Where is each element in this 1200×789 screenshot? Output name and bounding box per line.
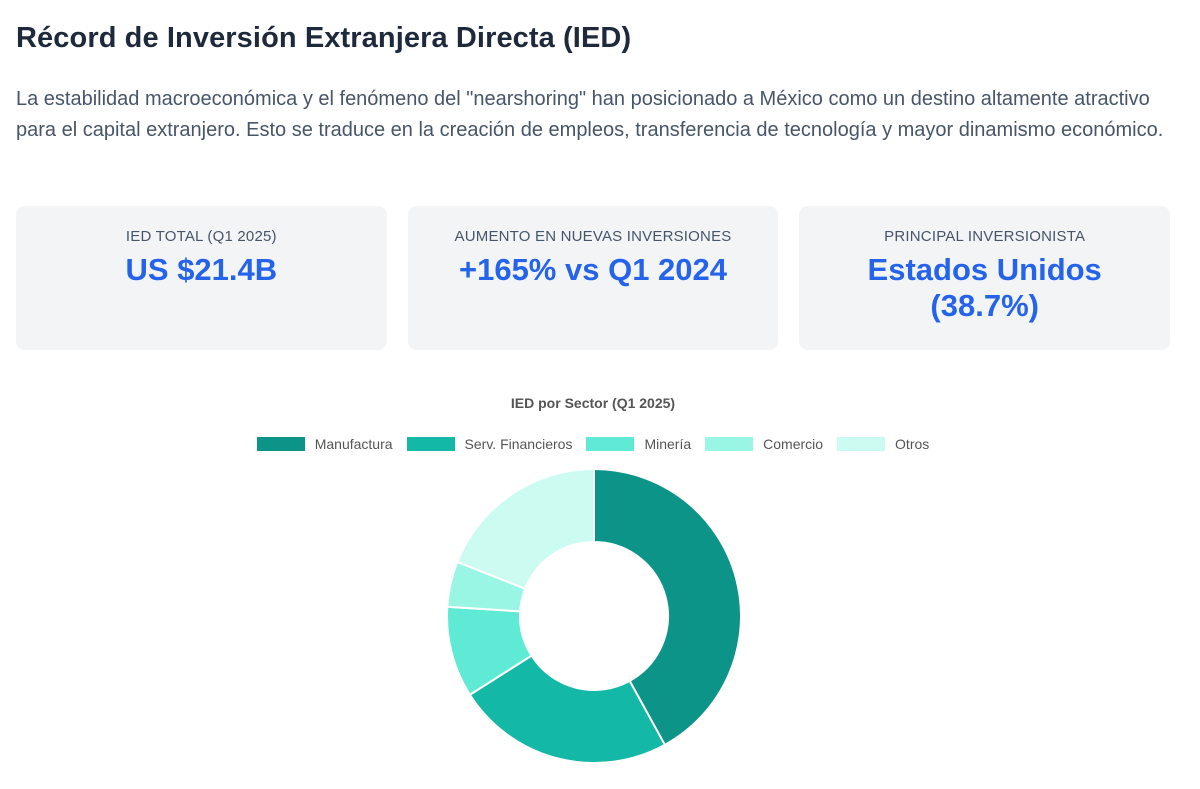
stat-value: US $21.4B (125, 252, 278, 287)
legend-item-miner-a[interactable]: Minería (586, 436, 691, 452)
legend-swatch (406, 437, 455, 451)
sector-chart: IED por Sector (Q1 2025) Manufactura Serv… (0, 380, 1200, 789)
stats-row: IED TOTAL (Q1 2025) US $21.4B AUMENTO EN… (16, 206, 1171, 350)
stat-label: IED TOTAL (Q1 2025) (125, 228, 277, 245)
page-description: La estabilidad macroeconómica y el fenóm… (16, 88, 1164, 141)
page-title: Récord de Inversión Extranjera Directa (… (16, 22, 632, 54)
legend-item-comercio[interactable]: Comercio (705, 436, 823, 452)
donut-slice-otros[interactable] (456, 467, 595, 591)
stat-value: +165% vs Q1 2024 (458, 252, 728, 287)
legend-label: Manufactura (314, 436, 393, 452)
legend-label: Otros (895, 436, 930, 452)
donut-chart (446, 467, 742, 764)
legend-item-otros[interactable]: Otros (837, 436, 929, 452)
stat-label: AUMENTO EN NUEVAS INVERSIONES (454, 228, 732, 245)
donut-slice-serv-financieros[interactable] (468, 654, 667, 764)
legend-swatch (256, 437, 305, 451)
chart-title: IED por Sector (Q1 2025) (510, 395, 676, 411)
stat-value: Estados Unidos (38.7%) (867, 252, 1102, 323)
donut-slice-manufactura[interactable] (593, 467, 742, 747)
legend-label: Comercio (763, 436, 824, 452)
legend-item-serv-financieros[interactable]: Serv. Financieros (406, 436, 573, 452)
legend-swatch (586, 437, 635, 451)
legend-swatch (837, 437, 886, 451)
stat-card-total: IED TOTAL (Q1 2025) US $21.4B (16, 206, 387, 350)
legend-swatch (705, 437, 754, 451)
stat-card-increase: AUMENTO EN NUEVAS INVERSIONES +165% vs Q… (407, 206, 779, 350)
stat-label: PRINCIPAL INVERSIONISTA (884, 228, 1086, 245)
chart-legend: Manufactura Serv. Financieros Minería Comer… (0, 436, 1186, 452)
legend-label: Minería (644, 436, 692, 452)
legend-label: Serv. Financieros (464, 436, 573, 452)
stat-card-main-investor: PRINCIPAL INVERSIONISTA Estados Unidos (… (799, 206, 1171, 350)
legend-item-manufactura[interactable]: Manufactura (256, 436, 393, 452)
